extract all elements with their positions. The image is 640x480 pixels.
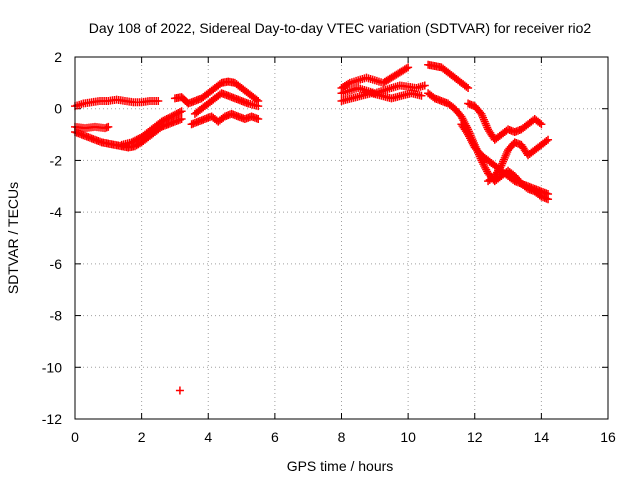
data-point <box>465 132 474 141</box>
data-point <box>402 64 411 73</box>
chart-title: Day 108 of 2022, Sidereal Day-to-day VTE… <box>89 20 592 36</box>
data-point <box>417 91 426 100</box>
series-band-k <box>424 60 473 93</box>
series-band-f <box>190 89 263 118</box>
series-band-c <box>71 122 113 133</box>
data-points <box>71 60 553 395</box>
data-point <box>479 160 488 169</box>
data-point <box>404 63 413 72</box>
gridlines <box>75 57 608 419</box>
x-axis-label: GPS time / hours <box>287 458 394 474</box>
data-point <box>457 112 466 121</box>
plot-frame <box>74 56 609 420</box>
y-tick-label: -4 <box>50 204 63 220</box>
data-point <box>462 82 471 91</box>
data-point <box>254 115 263 124</box>
x-tick-label: 14 <box>534 429 550 445</box>
x-tick-label: 4 <box>204 429 212 445</box>
x-tick-label: 16 <box>600 429 616 445</box>
data-point <box>464 130 473 139</box>
data-point <box>177 115 186 124</box>
x-tick-label: 8 <box>338 429 346 445</box>
x-tick-label: 12 <box>467 429 483 445</box>
data-point <box>175 386 184 395</box>
x-tick-label: 0 <box>71 429 79 445</box>
data-point <box>465 134 474 143</box>
data-point <box>466 136 475 145</box>
series-band-m <box>464 99 546 144</box>
data-point <box>535 118 544 127</box>
y-tick-label: 0 <box>54 101 62 117</box>
data-point <box>468 139 477 148</box>
data-point <box>482 165 491 174</box>
series-band-o <box>484 135 553 186</box>
series-band-h <box>337 63 413 93</box>
data-point <box>154 96 163 105</box>
data-point <box>344 79 353 88</box>
y-tick-label: -2 <box>50 152 63 168</box>
data-point <box>177 107 186 116</box>
series-band-j <box>337 89 426 105</box>
series-outlier <box>175 386 184 395</box>
x-tick-label: 2 <box>138 429 146 445</box>
data-point <box>542 137 551 146</box>
y-tick-label: -12 <box>42 411 62 427</box>
x-tick-label: 6 <box>271 429 279 445</box>
series-band-e <box>170 77 263 108</box>
data-point <box>480 161 489 170</box>
y-axis-label: SDTVAR / TECUs <box>5 182 21 294</box>
data-point <box>254 102 263 111</box>
series-band-i <box>337 81 429 98</box>
data-point <box>458 114 467 123</box>
data-point <box>464 84 473 93</box>
y-tick-label: -8 <box>50 308 63 324</box>
data-point <box>104 122 113 131</box>
y-tick-label: -10 <box>42 359 62 375</box>
y-tick-label: -6 <box>50 256 63 272</box>
data-point <box>467 137 476 146</box>
series-band-a <box>71 95 163 111</box>
series-band-g <box>187 109 263 129</box>
data-point <box>481 163 490 172</box>
data-point <box>544 190 553 199</box>
y-tick-label: 2 <box>54 49 62 65</box>
data-point <box>537 120 546 129</box>
data-point <box>459 116 468 125</box>
data-point <box>175 108 184 117</box>
y-tick-labels: 2 0 -2 -4 -6 -8 -10 -12 <box>42 49 62 427</box>
series-band-d <box>117 107 186 149</box>
x-tick-labels: 0 2 4 6 8 10 12 14 16 <box>71 429 616 445</box>
data-point <box>420 81 429 90</box>
x-tick-label: 10 <box>400 429 416 445</box>
data-point <box>544 135 553 144</box>
axis-ticks <box>74 56 609 420</box>
